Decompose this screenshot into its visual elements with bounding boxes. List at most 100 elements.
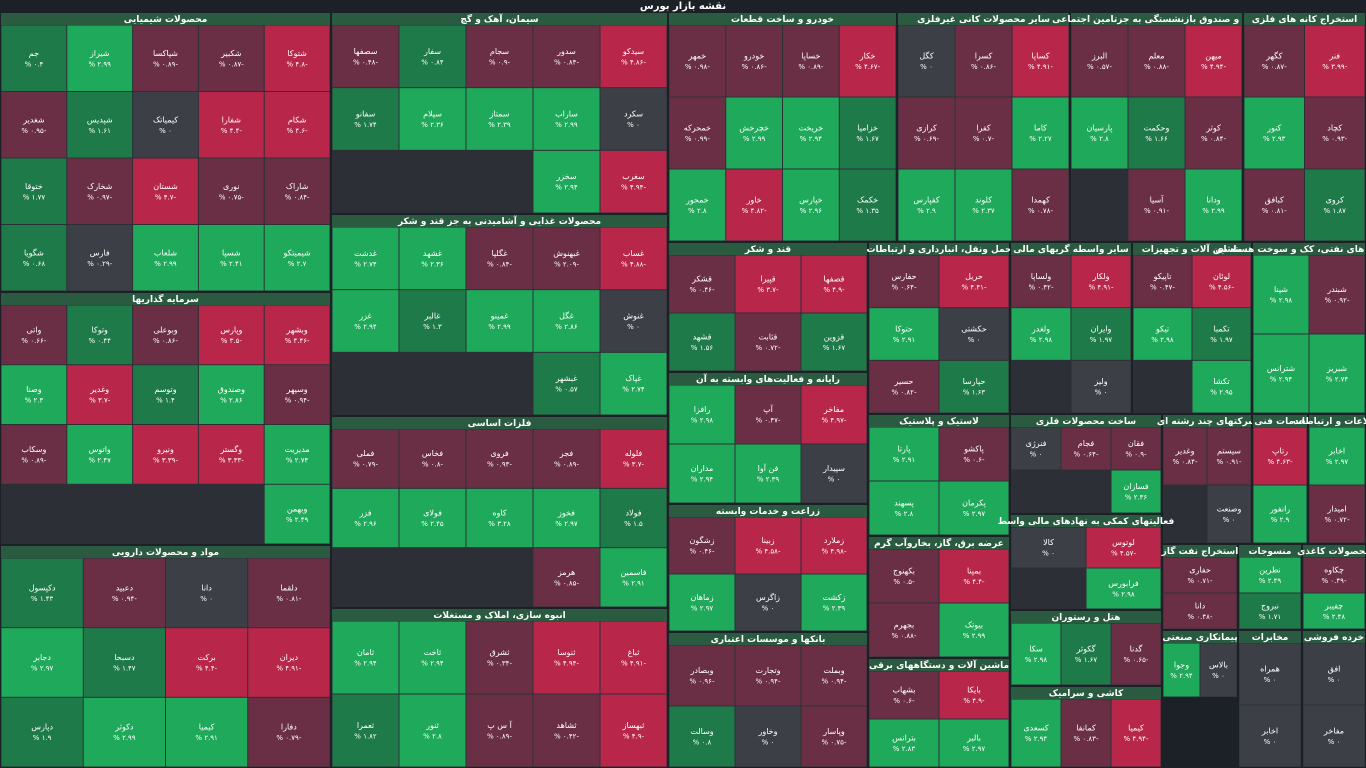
sector-title: قند و شکر bbox=[744, 245, 791, 255]
sector: فراورده های نفتی، کک و سوخت هسته ایشبندر… bbox=[1215, 242, 1366, 414]
tile-value: -۰.۷۵ % bbox=[219, 193, 244, 201]
tile-rect bbox=[264, 92, 330, 158]
tile: وتوسم ۱.۴ % bbox=[133, 365, 198, 424]
sector-header bbox=[1011, 611, 1161, 623]
tile: زماهان ۲.۹۷ % bbox=[669, 574, 735, 631]
tile-rect bbox=[198, 225, 264, 291]
tile-value: -۰.۷۲ % bbox=[756, 344, 781, 352]
tile: رتاپ -۴.۶۳ % bbox=[1253, 427, 1307, 485]
tile-name: کیمیا bbox=[1128, 724, 1144, 733]
tile-rect bbox=[939, 308, 1009, 360]
tile-rect bbox=[83, 558, 165, 628]
tile: شغدیر -۰.۹۵ % bbox=[1, 92, 67, 158]
tile-name: کسعدی bbox=[1023, 724, 1048, 733]
tile-rect bbox=[264, 225, 330, 291]
tile: کگهر -۰.۸۷ % bbox=[1244, 25, 1304, 97]
tile-value: -۳.۳۳ % bbox=[219, 456, 244, 464]
tile: فملی -۰.۷۹ % bbox=[332, 429, 399, 488]
tile-name: زملارد bbox=[824, 536, 844, 545]
tile-value: ۲.۴۸ % bbox=[1323, 613, 1346, 621]
tile-name: وتوکا bbox=[91, 325, 108, 334]
tile: کگل ۰ % bbox=[898, 25, 955, 97]
tile-value: ۲.۹۴ % bbox=[1270, 376, 1293, 384]
sector: محصولات غذایی و آشامیدنی به جز قند و شکر… bbox=[331, 214, 668, 416]
tile: ودانا ۲.۹۹ % bbox=[1185, 169, 1242, 241]
tile: وایران ۱.۹۷ % bbox=[1071, 308, 1131, 360]
tile-rect bbox=[1253, 427, 1307, 485]
tile-rect bbox=[801, 517, 867, 574]
tile: شلعاب ۲.۹۹ % bbox=[133, 225, 198, 291]
sector-header bbox=[1303, 631, 1365, 643]
tile-rect bbox=[1071, 360, 1131, 413]
tile: کوثر -۰.۸۴ % bbox=[1185, 97, 1242, 169]
tile: نوری -۰.۷۵ % bbox=[198, 158, 264, 224]
tile-name: کسرا bbox=[975, 52, 993, 61]
tile-value: ۲.۹۸ % bbox=[1270, 297, 1293, 305]
tile-rect bbox=[533, 429, 600, 488]
tile: سکرد ۰ % bbox=[600, 88, 667, 150]
tile-rect bbox=[783, 169, 839, 241]
tile-name: شلعاب bbox=[154, 248, 177, 257]
tile-rect bbox=[1163, 593, 1237, 629]
tile-name: غشهد bbox=[423, 249, 442, 258]
sector: ماشین آلات و دستگاههای برقی بایکا -۴.۹ % بش… bbox=[868, 658, 1010, 768]
tile-value: -۰.۴۸ % bbox=[1188, 613, 1213, 621]
tile: آسیا -۰.۹۱ % bbox=[1128, 169, 1185, 241]
tile: تاپیکو -۰.۴۷ % bbox=[1133, 255, 1192, 308]
tile-value: ۰ % bbox=[762, 739, 775, 747]
tile-value: ۲.۸۳ % bbox=[893, 745, 916, 753]
tile-value: -۳.۵ % bbox=[221, 337, 243, 345]
tile-rect bbox=[332, 227, 399, 290]
tile-rect bbox=[1244, 25, 1304, 97]
sector-title: استخراج کانه های فلزی bbox=[1252, 15, 1357, 25]
tile-name: ثنوسا bbox=[558, 648, 576, 657]
tile-name: غالبر bbox=[424, 312, 441, 321]
tile-value: -۰.۷۹ % bbox=[276, 734, 301, 742]
tile-value: ۲.۳۶ % bbox=[421, 260, 444, 268]
tile-name: بجهرم bbox=[894, 621, 914, 630]
tile-value: -۰.۸۹ % bbox=[21, 456, 46, 464]
tile-value: -۴.۹ % bbox=[623, 733, 645, 741]
sector-header bbox=[332, 13, 667, 25]
tile: خکمک ۱.۳۵ % bbox=[839, 169, 896, 241]
tile-value: ۰.۸۴ % bbox=[421, 58, 444, 66]
tile-name: کنور bbox=[1266, 124, 1281, 133]
tile-rect bbox=[801, 444, 867, 503]
tile-rect bbox=[1244, 169, 1304, 241]
tile-value: ۲.۳۷ % bbox=[972, 207, 995, 215]
tile: غگل ۲.۸۶ % bbox=[533, 290, 600, 352]
tile: امیدار -۰.۷۲ % bbox=[1309, 485, 1365, 543]
tile-value: -۳.۷ % bbox=[89, 397, 111, 405]
tile-name: نبروج bbox=[1261, 602, 1279, 611]
tile-rect bbox=[939, 481, 1009, 535]
tile-rect bbox=[1086, 568, 1161, 609]
tile-value: -۰.۶ % bbox=[893, 697, 915, 705]
tile-value: -۴.۹ % bbox=[963, 697, 985, 705]
tile-name: وجوا bbox=[1174, 661, 1189, 670]
sector-header bbox=[869, 659, 1009, 671]
tile: سکا ۲.۹۸ % bbox=[1011, 623, 1061, 685]
tile-rect bbox=[839, 169, 896, 241]
tile-value: -۳.۳۹ % bbox=[153, 456, 178, 464]
tile-rect bbox=[533, 88, 600, 150]
tile-rect bbox=[332, 621, 399, 694]
tile-name: فخاس bbox=[422, 449, 443, 458]
tile-value: ۲.۳۹ % bbox=[757, 476, 780, 484]
sector: سرمایه گذاریها وبشهر -۴.۴۶ % وپارس -۳.۵ % وبو… bbox=[0, 292, 331, 545]
tile-name: همراه bbox=[1260, 665, 1280, 674]
tile-name: شپدیس bbox=[87, 115, 113, 124]
sector: سیمان، آهک و گچ سیدکو -۴.۸۶ % سدور -۰.۸۴ % سج… bbox=[331, 12, 668, 214]
tile-name: خمحور bbox=[685, 196, 709, 205]
tile-value: -۴.۹۸ % bbox=[822, 548, 847, 556]
tile-value: -۴.۸۸ % bbox=[621, 260, 646, 268]
tile-rect bbox=[332, 290, 399, 352]
sector-header bbox=[1011, 415, 1161, 427]
tile-rect bbox=[332, 429, 399, 488]
tile-rect bbox=[264, 484, 330, 544]
tile-rect bbox=[783, 25, 839, 97]
tile-value: -۴.۴ % bbox=[963, 578, 985, 586]
tile-rect bbox=[955, 97, 1012, 169]
tile-name: کالا bbox=[1043, 538, 1054, 547]
sector-header bbox=[1011, 243, 1131, 255]
